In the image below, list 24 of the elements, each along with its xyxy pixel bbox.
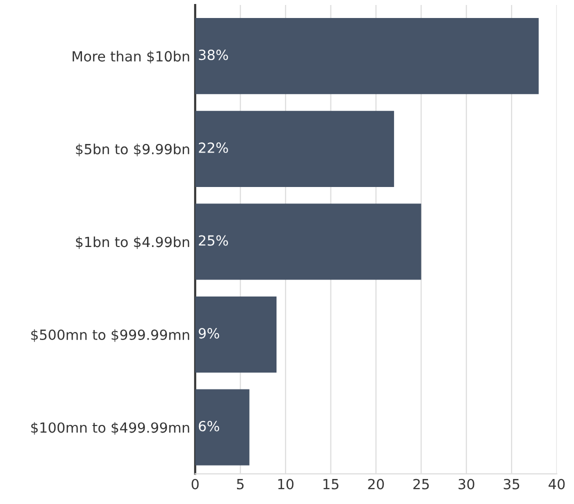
x-tick-label: 30 — [458, 478, 474, 490]
y-tick-label: $1bn to $4.99bn — [76, 236, 190, 250]
bar — [195, 389, 250, 466]
y-tick-label: More than $10bn — [72, 50, 190, 64]
data-label: 6% — [198, 420, 220, 432]
bar — [195, 110, 394, 187]
x-tick-label: 0 — [192, 478, 199, 490]
x-tick-label: 10 — [278, 478, 294, 490]
y-tick-label: $5bn to $9.99bn — [76, 144, 190, 156]
x-tick-label: 35 — [504, 478, 520, 490]
y-tick-label: $100mn to $499.99mn — [31, 422, 190, 435]
y-tick-label: $500mn to $999.99mn — [31, 329, 190, 342]
data-label: 9% — [198, 328, 220, 339]
x-tick-label: 15 — [323, 479, 338, 490]
data-label: 25% — [198, 235, 228, 246]
data-label: 22% — [198, 142, 228, 153]
x-tick-label: 20 — [368, 478, 384, 490]
bar — [195, 204, 422, 280]
bar — [195, 18, 539, 94]
data-label: 38% — [198, 50, 228, 60]
x-tick-label: 25 — [413, 478, 429, 490]
bar — [195, 296, 277, 373]
x-tick-label: 5 — [237, 479, 244, 490]
x-tick-label: 40 — [548, 478, 565, 490]
